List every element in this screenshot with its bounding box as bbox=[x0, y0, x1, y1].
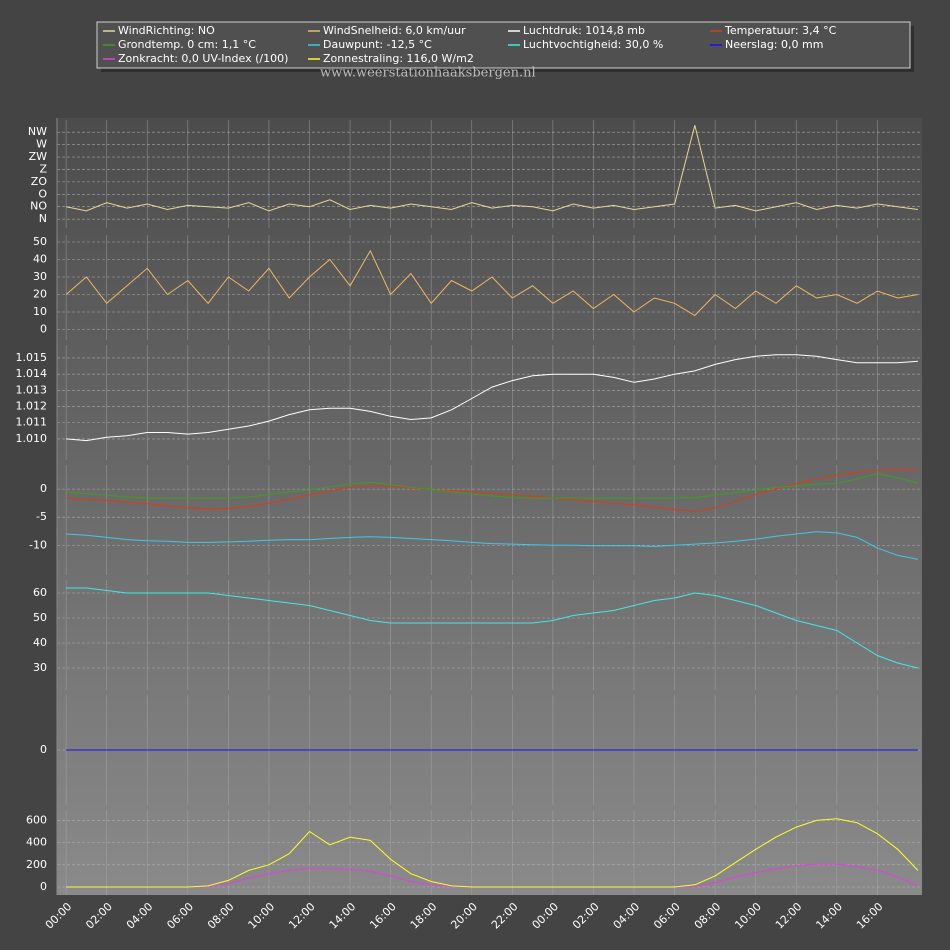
y-tick-label: 200 bbox=[26, 858, 47, 871]
series-line bbox=[66, 818, 919, 888]
series-line bbox=[66, 354, 918, 442]
y-tick-label: 50 bbox=[33, 611, 47, 624]
y-tick-label: ZW bbox=[29, 150, 48, 163]
series-line bbox=[66, 468, 918, 513]
y-tick-label: 0 bbox=[40, 743, 47, 756]
y-tick-label: 1.010 bbox=[16, 432, 48, 445]
series-line bbox=[66, 472, 919, 499]
y-tick-label: W bbox=[36, 138, 47, 151]
y-tick-label: 0 bbox=[40, 482, 47, 495]
watermark: www.weerstationhaaksbergen.nl bbox=[320, 66, 536, 81]
legend-label: WindSnelheid: 6,0 km/uur bbox=[323, 24, 466, 37]
legend-label: Zonkracht: 0,0 UV-Index (/100) bbox=[118, 52, 288, 65]
legend-label: Luchtvochtigheid: 30,0 % bbox=[523, 38, 663, 51]
y-tick-label: 60 bbox=[33, 586, 47, 599]
y-tick-label: Z bbox=[39, 162, 47, 175]
series-line bbox=[66, 531, 918, 560]
y-tick-label: 40 bbox=[33, 253, 47, 266]
y-tick-label: NW bbox=[28, 125, 47, 138]
legend-label: Neerslag: 0,0 mm bbox=[725, 38, 823, 51]
legend-label: WindRichting: NO bbox=[118, 24, 215, 37]
legend-label: Temperatuur: 3,4 °C bbox=[724, 24, 837, 37]
y-tick-label: 30 bbox=[33, 270, 47, 283]
y-tick-label: 1.013 bbox=[16, 383, 48, 396]
series-line bbox=[65, 125, 918, 212]
legend bbox=[96, 21, 911, 69]
plot-area bbox=[57, 118, 922, 895]
y-tick-label: O bbox=[38, 187, 47, 200]
y-tick-label: 40 bbox=[33, 636, 47, 649]
y-tick-label: 30 bbox=[33, 661, 47, 674]
series-line bbox=[65, 249, 918, 317]
legend-label: Zonnestraling: 116,0 W/m2 bbox=[323, 52, 474, 65]
legend-label: Luchtdruk: 1014,8 mb bbox=[523, 24, 645, 37]
y-tick-label: 1.015 bbox=[16, 351, 48, 364]
y-tick-label: 600 bbox=[26, 813, 47, 826]
series-line bbox=[66, 587, 919, 669]
y-tick-label: 400 bbox=[26, 836, 47, 849]
y-tick-label: -5 bbox=[36, 510, 47, 523]
y-tick-label: 1.014 bbox=[16, 367, 48, 380]
y-tick-label: N bbox=[39, 212, 47, 225]
legend-label: Dauwpunt: -12,5 °C bbox=[323, 38, 432, 51]
y-tick-label: 10 bbox=[33, 305, 47, 318]
y-tick-label: 0 bbox=[40, 880, 47, 893]
y-tick-label: ZO bbox=[31, 175, 48, 188]
y-tick-label: NO bbox=[30, 200, 47, 213]
y-tick-label: 0 bbox=[40, 323, 47, 336]
y-tick-label: -10 bbox=[29, 538, 47, 551]
y-tick-label: 1.012 bbox=[16, 400, 48, 413]
legend-label: Grondtemp. 0 cm: 1,1 °C bbox=[118, 38, 256, 51]
y-tick-label: 20 bbox=[33, 288, 47, 301]
y-tick-label: 50 bbox=[33, 235, 47, 248]
y-tick-label: 1.011 bbox=[16, 416, 48, 429]
